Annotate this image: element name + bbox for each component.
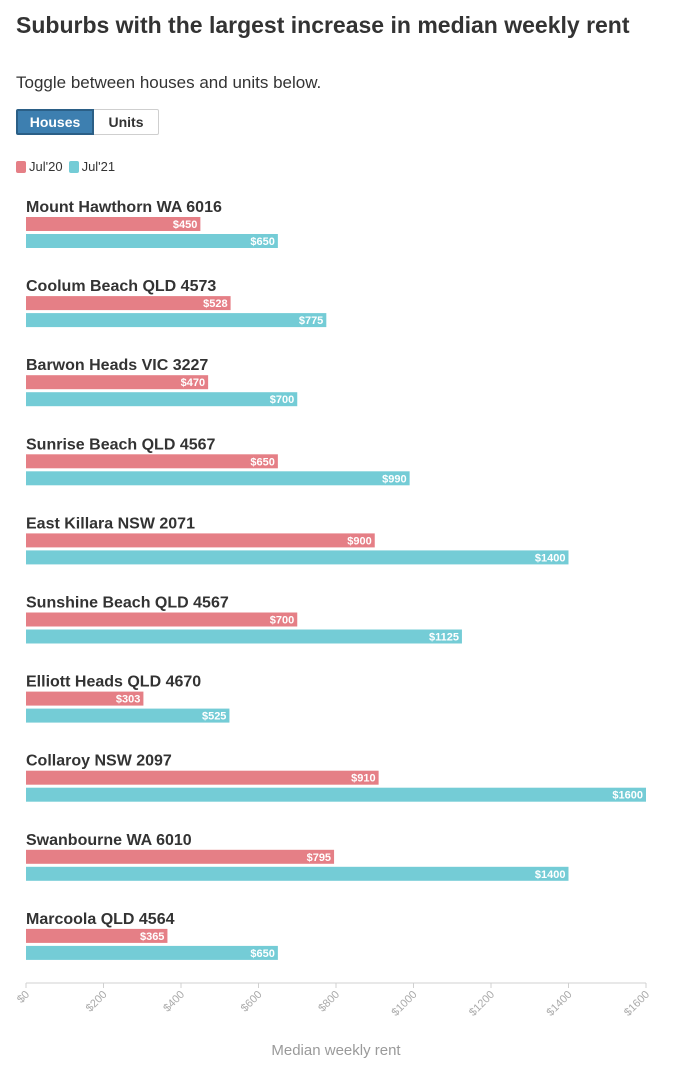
legend-item-jul20[interactable]: Jul'20 (16, 159, 63, 174)
bar-jul21[interactable] (26, 708, 230, 723)
bar-jul20[interactable] (26, 928, 168, 943)
data-label: $525 (202, 711, 226, 723)
bar-jul21[interactable] (26, 471, 410, 486)
category-label: Mount Hawthorn WA 6016 (26, 199, 222, 216)
data-label: $1400 (535, 869, 566, 881)
data-label: $910 (351, 773, 375, 785)
legend-label-jul20: Jul'20 (29, 159, 63, 174)
legend-swatch-jul21 (68, 160, 79, 173)
category-label: Sunrise Beach QLD 4567 (26, 436, 216, 453)
bar-jul20[interactable] (26, 849, 335, 864)
x-tick-label: $400 (161, 989, 187, 1015)
category-label: Coolum Beach QLD 4573 (26, 278, 216, 295)
data-label: $650 (250, 236, 274, 248)
bar-jul20[interactable] (26, 375, 209, 390)
chart-title: Suburbs with the largest increase in med… (16, 12, 630, 38)
data-label: $900 (347, 535, 371, 547)
bar-jul21[interactable] (26, 629, 462, 644)
category-label: Collaroy NSW 2097 (26, 753, 172, 770)
x-tick-label: $1000 (390, 989, 420, 1019)
data-label: $700 (270, 615, 294, 627)
chart-legend: Jul'20 Jul'21 (16, 159, 121, 174)
bar-jul21[interactable] (26, 234, 278, 248)
bar-jul20[interactable] (26, 691, 144, 706)
data-label: $470 (181, 377, 205, 389)
data-label: $990 (382, 473, 406, 485)
category-label: East Killara NSW 2071 (26, 515, 195, 532)
units-button[interactable]: Units (94, 109, 159, 135)
x-tick-label: $1400 (545, 989, 575, 1019)
houses-units-toggle: Houses Units (16, 109, 159, 135)
data-label: $303 (116, 694, 140, 706)
category-label: Sunshine Beach QLD 4567 (26, 595, 229, 612)
bar-jul21[interactable] (26, 550, 569, 565)
bar-jul21[interactable] (26, 313, 327, 328)
category-label: Swanbourne WA 6010 (26, 832, 192, 849)
bar-jul21[interactable] (26, 945, 278, 960)
bar-jul21[interactable] (26, 392, 298, 407)
bar-jul20[interactable] (26, 533, 375, 548)
data-label: $700 (270, 394, 294, 406)
houses-button[interactable]: Houses (16, 109, 94, 135)
data-label: $1400 (535, 552, 566, 564)
data-label: $450 (173, 219, 197, 231)
x-tick-label: $200 (84, 989, 110, 1015)
x-tick-label: $1200 (467, 989, 497, 1019)
bar-jul20[interactable] (26, 454, 278, 469)
legend-swatch-jul20 (16, 160, 26, 173)
bar-jul20[interactable] (26, 217, 201, 231)
data-label: $650 (250, 948, 274, 960)
data-label: $528 (203, 298, 227, 310)
bar-jul21[interactable] (26, 787, 646, 802)
category-label: Barwon Heads VIC 3227 (26, 357, 208, 374)
data-label: $365 (140, 931, 164, 943)
x-tick-label: $1600 (622, 989, 652, 1019)
chart-subtitle: Toggle between houses and units below. (16, 73, 322, 92)
x-axis-title: Median weekly rent (271, 1042, 401, 1059)
x-tick-label: $800 (316, 989, 342, 1015)
bar-jul20[interactable] (26, 770, 379, 785)
bar-jul20[interactable] (26, 296, 231, 311)
x-tick-label: $600 (239, 989, 265, 1015)
category-label: Elliott Heads QLD 4670 (26, 674, 201, 691)
category-label: Marcoola QLD 4564 (26, 911, 175, 928)
data-label: $775 (299, 315, 323, 327)
data-label: $1125 (429, 632, 459, 644)
bar-jul20[interactable] (26, 612, 298, 627)
legend-item-jul21[interactable]: Jul'21 (68, 159, 116, 174)
x-tick-label: $0 (15, 989, 32, 1006)
data-label: $795 (307, 852, 331, 864)
legend-label-jul21: Jul'21 (81, 159, 116, 174)
bar-jul21[interactable] (26, 866, 569, 881)
data-label: $1600 (612, 790, 643, 802)
data-label: $650 (250, 456, 274, 468)
